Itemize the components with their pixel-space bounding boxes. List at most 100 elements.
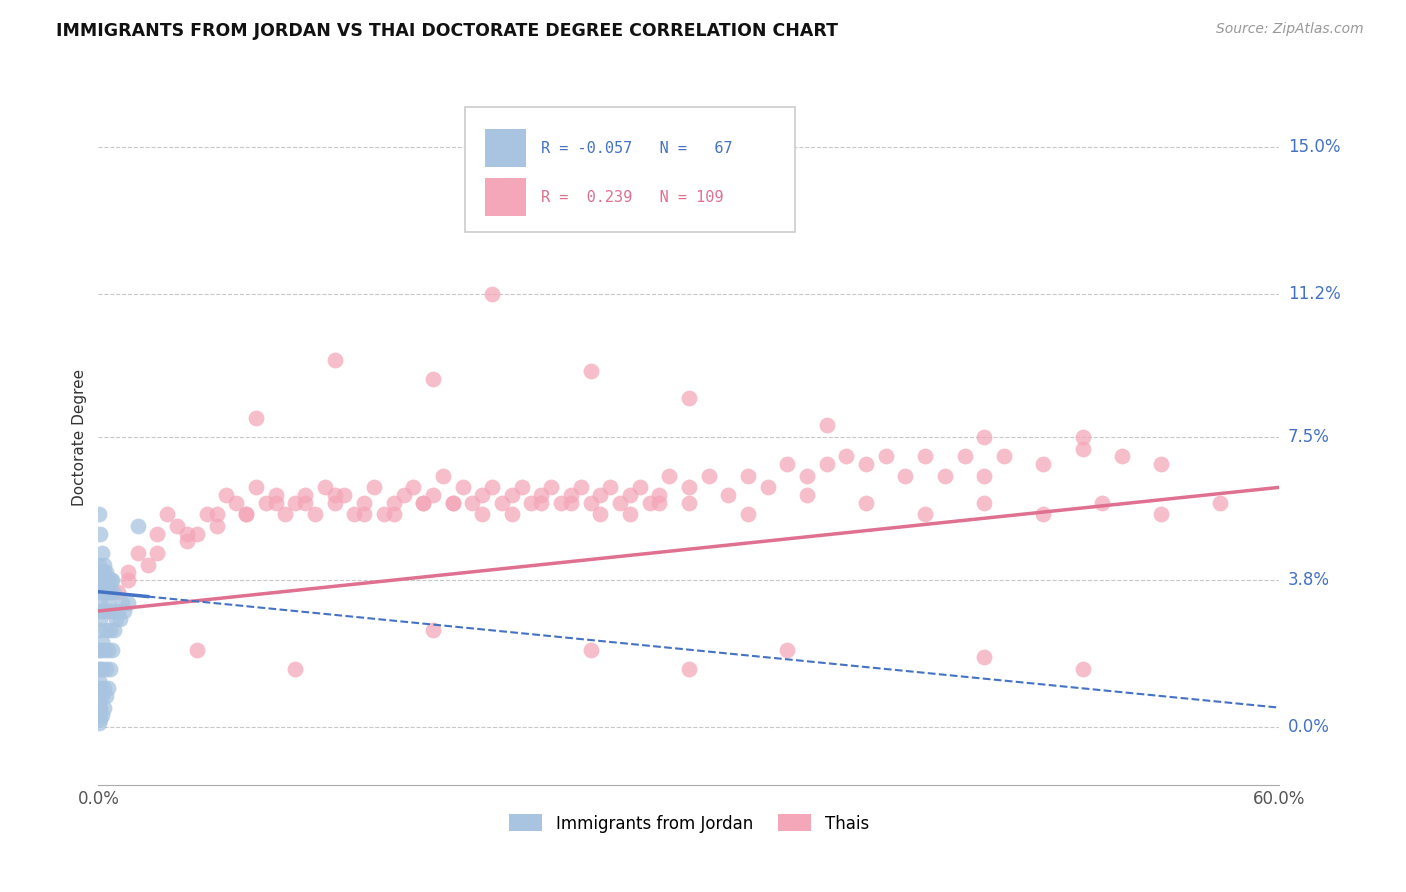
Point [550,496,572,510]
Point [97,596,120,610]
Point [91,604,114,618]
Point [284,496,307,510]
Point [796,488,818,502]
Point [697,468,720,483]
Text: R = -0.057   N =   67: R = -0.057 N = 67 [541,141,733,156]
Text: R =  0.239   N = 109: R = 0.239 N = 109 [541,189,724,204]
Point [136,558,159,572]
Point [353,508,375,522]
Point [89,700,111,714]
Point [89,584,111,599]
Point [89,700,111,714]
Point [314,480,336,494]
Point [89,712,111,726]
Point [103,584,125,599]
Point [89,624,111,638]
Point [953,450,976,464]
Point [569,480,592,494]
Point [96,573,118,587]
Point [835,450,858,464]
Point [373,508,395,522]
FancyBboxPatch shape [485,178,526,216]
Point [89,708,111,723]
Point [284,662,307,676]
Point [117,566,139,580]
Point [392,488,415,502]
Point [1150,457,1173,471]
Point [530,496,553,510]
Point [254,496,277,510]
Text: IMMIGRANTS FROM JORDAN VS THAI DOCTORATE DEGREE CORRELATION CHART: IMMIGRANTS FROM JORDAN VS THAI DOCTORATE… [56,22,838,40]
Point [412,496,434,510]
Point [264,496,287,510]
Point [628,480,651,494]
Point [756,480,779,494]
Point [96,662,118,676]
Point [93,604,115,618]
Text: 11.2%: 11.2% [1288,285,1340,303]
Point [530,488,553,502]
Point [91,689,114,703]
Point [491,496,513,510]
Point [1209,496,1232,510]
Point [96,689,118,703]
Point [323,496,346,510]
Point [294,496,316,510]
Point [353,496,375,510]
Point [973,430,995,444]
Point [481,287,503,301]
Point [678,496,700,510]
Point [195,508,218,522]
Point [323,488,346,502]
Point [304,508,326,522]
Point [186,642,208,657]
Point [619,488,641,502]
Point [717,488,740,502]
Point [402,480,425,494]
Point [1071,662,1094,676]
Point [225,496,247,510]
Text: Source: ZipAtlas.com: Source: ZipAtlas.com [1216,22,1364,37]
Point [274,508,297,522]
Point [540,480,562,494]
Point [235,508,257,522]
Point [441,496,464,510]
Point [98,662,121,676]
Point [737,508,759,522]
Point [89,612,111,626]
Point [176,526,198,541]
Point [97,681,120,696]
Point [1071,430,1094,444]
Point [91,546,114,560]
Point [93,573,115,587]
Point [973,468,995,483]
Point [678,662,700,676]
Point [855,496,877,510]
Point [245,480,267,494]
Point [609,496,631,510]
Point [648,488,671,502]
Legend: Immigrants from Jordan, Thais: Immigrants from Jordan, Thais [502,808,876,839]
Point [107,584,129,599]
Point [461,496,484,510]
Point [579,364,602,378]
Point [973,650,995,665]
Point [96,566,118,580]
Point [333,488,356,502]
Point [98,624,121,638]
Point [382,508,405,522]
Point [108,612,131,626]
Point [97,642,120,657]
Point [101,642,124,657]
Point [89,508,111,522]
Point [93,584,115,599]
Point [89,662,111,676]
Point [91,635,114,649]
Point [776,457,799,471]
Point [619,508,641,522]
Point [678,480,700,494]
Point [94,584,117,599]
Point [97,573,120,587]
Point [471,508,494,522]
Point [89,716,111,731]
